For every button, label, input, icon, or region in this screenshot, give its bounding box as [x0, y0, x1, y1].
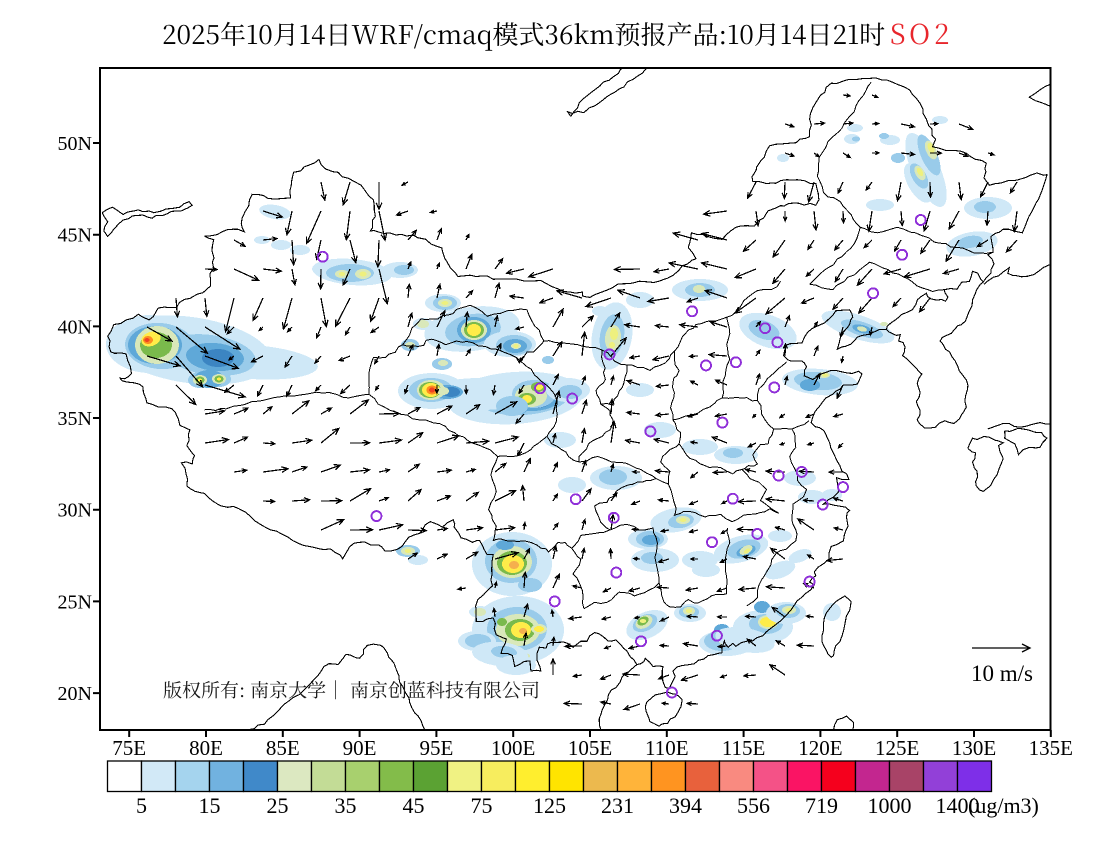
svg-text:30N: 30N [58, 500, 92, 522]
svg-text:125: 125 [533, 793, 566, 818]
svg-text:20N: 20N [58, 683, 92, 705]
svg-text:35: 35 [335, 793, 357, 818]
svg-text:40N: 40N [58, 316, 92, 338]
svg-text:5: 5 [136, 793, 147, 818]
svg-text:25N: 25N [58, 591, 92, 613]
svg-text:85E: 85E [266, 736, 300, 760]
svg-text:231: 231 [601, 793, 634, 818]
svg-text:135E: 135E [1029, 736, 1073, 760]
svg-text:719: 719 [805, 793, 838, 818]
svg-text:556: 556 [737, 793, 770, 818]
svg-text:45: 45 [403, 793, 425, 818]
svg-text:75: 75 [471, 793, 493, 818]
svg-text:1000: 1000 [868, 793, 912, 818]
svg-text:50N: 50N [58, 133, 92, 155]
svg-text:105E: 105E [568, 736, 612, 760]
svg-text:15: 15 [199, 793, 221, 818]
svg-text:75E: 75E [112, 736, 146, 760]
svg-text:(ug/m3): (ug/m3) [968, 793, 1039, 818]
svg-text:35N: 35N [58, 408, 92, 430]
svg-text:90E: 90E [343, 736, 377, 760]
svg-text:120E: 120E [798, 736, 842, 760]
svg-text:130E: 130E [952, 736, 996, 760]
svg-text:100E: 100E [491, 736, 535, 760]
svg-text:115E: 115E [722, 736, 766, 760]
svg-text:45N: 45N [58, 225, 92, 247]
svg-text:25: 25 [267, 793, 289, 818]
svg-text:10 m/s: 10 m/s [971, 661, 1033, 686]
svg-text:80E: 80E [189, 736, 223, 760]
svg-text:394: 394 [669, 793, 702, 818]
svg-text:1400: 1400 [936, 793, 980, 818]
svg-text:95E: 95E [419, 736, 453, 760]
svg-text:125E: 125E [875, 736, 919, 760]
svg-text:110E: 110E [645, 736, 689, 760]
